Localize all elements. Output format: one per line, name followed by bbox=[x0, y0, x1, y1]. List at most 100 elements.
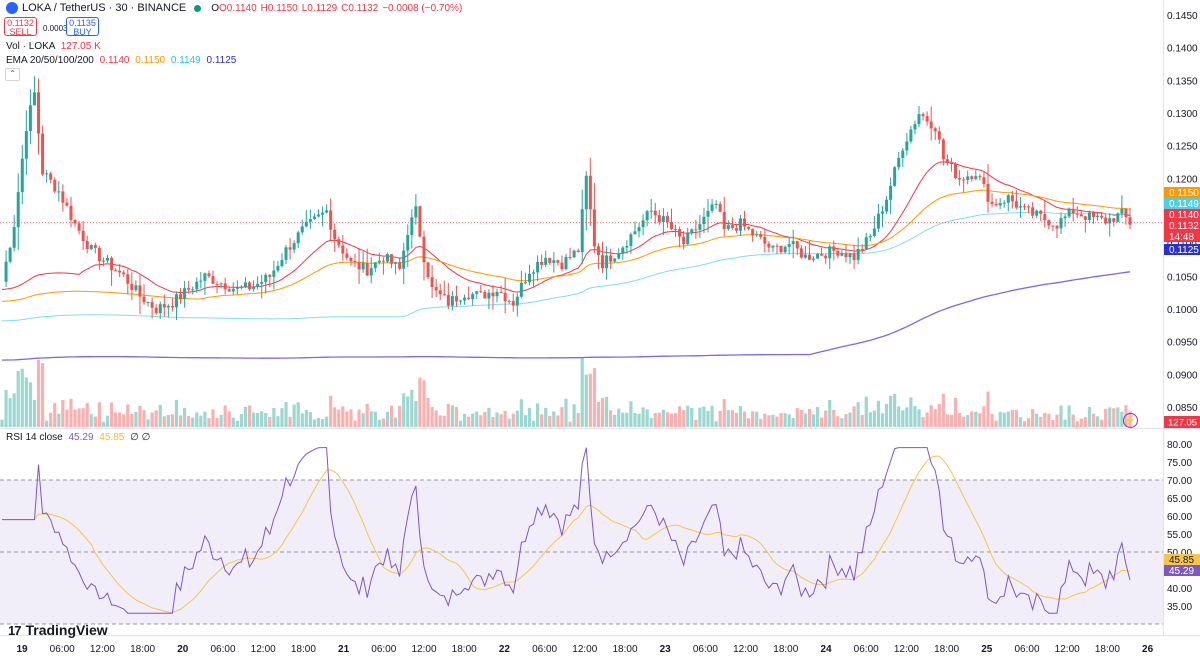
candle-body bbox=[89, 245, 93, 249]
volume-bar bbox=[596, 401, 601, 427]
volume-bar bbox=[178, 415, 183, 427]
ema20-line bbox=[1, 161, 1131, 294]
volume-legend[interactable]: Vol · LOKA 127.05 K bbox=[6, 41, 101, 52]
volume-bar bbox=[296, 402, 300, 427]
volume-bar bbox=[325, 416, 329, 427]
candle-body bbox=[410, 217, 414, 236]
volume-bar bbox=[1047, 413, 1051, 427]
candle-body bbox=[499, 291, 503, 293]
candle-body bbox=[1023, 206, 1027, 208]
candle-body bbox=[669, 222, 673, 229]
sell-button[interactable]: 0.1132 SELL bbox=[4, 17, 37, 37]
buy-button[interactable]: 0.1135 BUY bbox=[66, 17, 99, 37]
price-tick-label: 0.1350 bbox=[1167, 76, 1198, 87]
candle-body bbox=[828, 246, 832, 259]
candle-body bbox=[799, 248, 803, 258]
tradingview-logo[interactable]: 17 TradingView bbox=[8, 622, 108, 638]
volume-bar bbox=[807, 408, 812, 427]
candle-body bbox=[187, 288, 191, 290]
buy-label: BUY bbox=[73, 27, 92, 37]
candle-body bbox=[633, 231, 637, 235]
price-tick-label: 0.1400 bbox=[1167, 44, 1198, 55]
candle-body bbox=[24, 131, 28, 159]
volume-bar bbox=[592, 368, 597, 427]
candle-body bbox=[203, 273, 207, 281]
price-axis-badge-bg bbox=[1164, 209, 1200, 220]
rsi-ma-line bbox=[2, 455, 1131, 614]
volume-bar bbox=[114, 412, 118, 427]
candle-body bbox=[629, 234, 633, 246]
price-axis-badge-last: 0.1132 bbox=[1169, 221, 1199, 232]
candle-body bbox=[941, 139, 945, 160]
rsi-tick-label: 40.00 bbox=[1167, 584, 1192, 595]
volume-axis-badge-bg bbox=[1164, 416, 1200, 428]
volume-bar bbox=[89, 414, 93, 427]
candle-body bbox=[1059, 218, 1063, 229]
candle-body bbox=[85, 240, 89, 249]
candle-body bbox=[958, 178, 962, 180]
volume-bar bbox=[686, 405, 690, 427]
time-tick-label: 23 bbox=[660, 644, 672, 655]
candle-body bbox=[97, 247, 101, 262]
ema200-value: 0.1125 bbox=[206, 55, 237, 66]
volume-bar bbox=[746, 418, 751, 427]
volume-bar bbox=[576, 413, 580, 427]
volume-bar bbox=[966, 415, 970, 427]
symbol-title[interactable]: LOKA / TetherUS · 30 · BINANCE bbox=[22, 2, 187, 14]
candle-body bbox=[503, 292, 507, 302]
volume-bar bbox=[978, 413, 982, 427]
candle-body bbox=[812, 258, 816, 260]
volume-bar bbox=[1006, 411, 1010, 427]
rsi-legend[interactable]: RSI 14 close 45.29 45.85 ∅ ∅ bbox=[6, 432, 150, 443]
time-tick-label: 20 bbox=[177, 644, 189, 655]
volume-bar bbox=[507, 418, 511, 427]
time-tick-label: 21 bbox=[338, 644, 350, 655]
candle-body bbox=[552, 260, 556, 263]
candle-body bbox=[49, 173, 53, 180]
candle-body bbox=[864, 237, 868, 250]
candle-body bbox=[337, 239, 341, 246]
ema200-line bbox=[1, 271, 1131, 361]
lightning-icon[interactable]: ⚡ bbox=[1123, 413, 1138, 428]
volume-bar bbox=[414, 401, 418, 427]
candle-body bbox=[166, 305, 170, 308]
candle-body bbox=[357, 262, 361, 270]
candle-body bbox=[16, 192, 20, 228]
volume-bar bbox=[426, 397, 430, 427]
ema-legend[interactable]: EMA 20/50/100/200 0.1140 0.1150 0.1149 0… bbox=[6, 55, 236, 66]
candle-body bbox=[252, 286, 256, 290]
volume-bar bbox=[36, 360, 41, 427]
volume-bar bbox=[8, 398, 12, 427]
volume-bar bbox=[215, 417, 219, 427]
price-tick-label: 0.1050 bbox=[1167, 272, 1198, 283]
price-tick-label: 0.1250 bbox=[1167, 142, 1198, 153]
volume-bar bbox=[97, 402, 101, 427]
volume-bar bbox=[349, 409, 353, 427]
volume-bar bbox=[779, 413, 783, 427]
candle-body bbox=[146, 301, 150, 303]
volume-bar bbox=[503, 410, 507, 427]
collapse-legend-button[interactable]: ⌃ bbox=[5, 68, 20, 81]
time-tick-label: 26 bbox=[1142, 644, 1154, 655]
volume-bar bbox=[219, 414, 223, 427]
volume-bar bbox=[402, 393, 406, 427]
candle-body bbox=[592, 209, 596, 247]
candle-body bbox=[101, 260, 105, 262]
volume-bar bbox=[531, 420, 536, 427]
time-tick-label: 18:00 bbox=[291, 644, 316, 655]
volume-bar bbox=[381, 418, 386, 427]
volume-bar bbox=[682, 410, 686, 427]
candle-body bbox=[584, 175, 588, 210]
price-tick-label: 0.1200 bbox=[1167, 174, 1198, 185]
candle-body bbox=[325, 210, 329, 213]
candle-body bbox=[929, 121, 933, 129]
candle-body bbox=[300, 226, 304, 233]
rsi-tick-label: 60.00 bbox=[1167, 512, 1192, 523]
volume-bar bbox=[1059, 405, 1063, 427]
volume-bar bbox=[272, 408, 276, 427]
candle-body bbox=[645, 211, 649, 221]
volume-bar bbox=[880, 413, 885, 427]
volume-bar bbox=[515, 410, 519, 427]
volume-bar bbox=[454, 406, 459, 427]
